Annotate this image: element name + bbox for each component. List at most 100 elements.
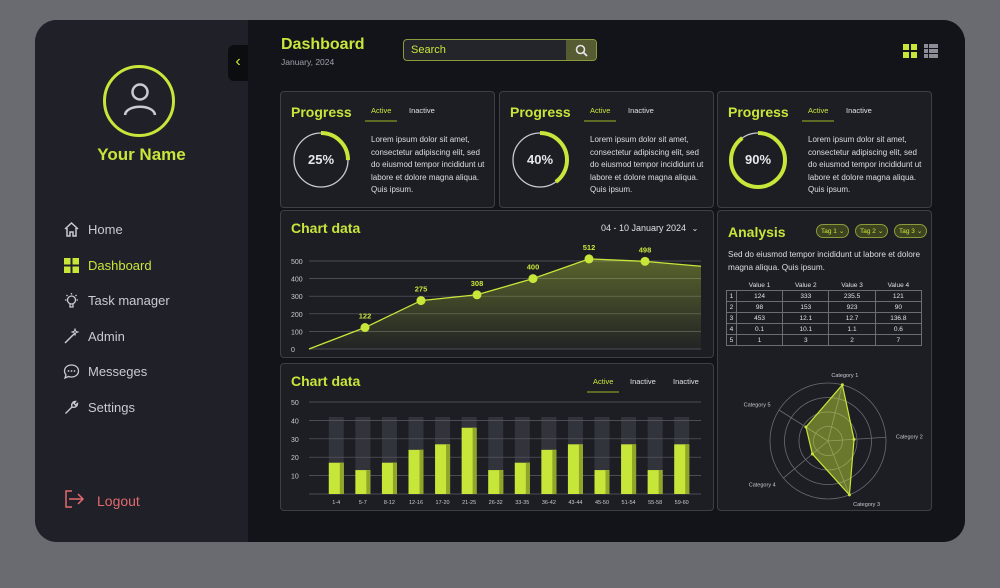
date-range-label: 04 - 10 January 2024 [601, 223, 687, 233]
user-name: Your Name [97, 145, 186, 164]
x-tick-label: 55-58 [648, 500, 662, 506]
card-title: Chart data [291, 373, 361, 389]
bar-shade [392, 462, 397, 494]
table-row: 3 453 12.1 12.7 136.8 [726, 312, 923, 324]
page-title: Dashboard [281, 36, 365, 53]
sidebar-item-admin[interactable]: Admin [61, 319, 170, 355]
sidebar-item-label: Task manager [88, 293, 170, 309]
tab-inactive[interactable]: Inactive [409, 106, 435, 115]
radar-category-label: Category 1 [831, 373, 858, 379]
dashboard-grid-icon [61, 255, 81, 275]
table-row: 1 124 333 235.5 121 [726, 290, 923, 302]
tab-active[interactable]: Active [364, 106, 399, 122]
sidebar-item-home[interactable]: Home [61, 212, 170, 248]
data-point [360, 323, 370, 333]
list-view-icon[interactable] [924, 44, 938, 58]
table-cell: 1.1 [828, 323, 876, 335]
data-label: 308 [471, 279, 484, 288]
x-tick-label: 21-25 [462, 500, 476, 506]
date-range-select[interactable]: 04 - 10 January 2024 ⌄ [601, 223, 698, 233]
tab-inactive[interactable]: Inactive [673, 377, 699, 386]
bar-shade [552, 449, 557, 494]
progress-value: 25% [307, 152, 335, 167]
row-index-cell: 3 [726, 312, 737, 324]
progress-card-3: Progress Active Inactive 90% Lorem ipsum… [717, 91, 932, 208]
table-cell: 0.6 [874, 323, 923, 335]
logout-icon [63, 489, 85, 512]
search-input[interactable] [404, 40, 566, 60]
bar-shade [658, 470, 663, 494]
sidebar-item-settings[interactable]: Settings [61, 390, 170, 426]
sidebar-item-label: Settings [88, 399, 135, 415]
tab-inactive[interactable]: Inactive [628, 106, 654, 115]
tab-active[interactable]: Active [586, 377, 621, 393]
progress-description: Lorem ipsum dolor sit amet, consectetur … [590, 135, 704, 194]
y-tick-label: 50 [291, 400, 299, 407]
row-index-cell: 4 [726, 323, 737, 335]
x-tick-label: 59-60 [675, 500, 689, 506]
tab-active[interactable]: Active [583, 106, 618, 122]
row-index-cell: 1 [726, 290, 737, 302]
x-tick-label: 43-44 [568, 500, 582, 506]
data-point [640, 256, 650, 266]
collapse-sidebar-button[interactable]: ‹ [228, 45, 248, 81]
y-tick-label: 40 [291, 418, 299, 425]
view-toggle [903, 44, 938, 58]
row-index-cell: 2 [726, 301, 737, 313]
card-title: Analysis [728, 224, 786, 240]
data-label: 275 [415, 285, 428, 294]
table-cell: 333 [782, 290, 830, 302]
table-cell: 90 [874, 301, 923, 313]
radar-ring [813, 426, 843, 456]
card-title: Progress [510, 104, 571, 120]
table-cell: 121 [874, 290, 923, 302]
magic-wand-icon [61, 326, 81, 346]
progress-ring [729, 131, 787, 189]
table-cell: 235.5 [828, 290, 876, 302]
line-chart: 0 100 200 300 400 500 122 275 308 400 512 498 [291, 243, 702, 354]
card-title: Progress [291, 104, 352, 120]
table-cell: 0.1 [735, 323, 784, 335]
line-chart-card: Chart data 04 - 10 January 2024 ⌄ 0 100 20… [280, 210, 714, 358]
bar-shade [446, 444, 451, 494]
analysis-description: Sed do eiusmod tempor incididunt ut labo… [728, 250, 921, 272]
sidebar-item-task-manager[interactable]: Task manager [61, 283, 170, 319]
chevron-down-icon: ⌄ [838, 228, 845, 235]
x-tick-label: 36-42 [542, 500, 556, 506]
y-tick-label: 30 [291, 437, 299, 444]
table-cell: 12.1 [782, 312, 830, 324]
x-tick-label: 26-32 [489, 500, 503, 506]
progress-card-1: Progress Active Inactive 25% Lorem ipsum… [280, 91, 495, 208]
wrench-icon [61, 397, 81, 417]
y-tick-label: 100 [291, 329, 303, 336]
radar-spoke [827, 440, 850, 496]
tag-2-dropdown[interactable]: Tag 2 ⌄ [855, 224, 889, 238]
search-icon [575, 44, 588, 57]
bar-shade [632, 444, 637, 494]
tag-1-dropdown[interactable]: Tag 1 ⌄ [816, 224, 850, 238]
avatar[interactable] [103, 65, 175, 137]
tab-active[interactable]: Active [801, 106, 836, 122]
table-cell: 136.8 [874, 312, 923, 324]
search-button[interactable] [566, 40, 596, 60]
grid-view-icon[interactable] [903, 44, 917, 58]
logout-button[interactable]: Logout [63, 489, 140, 512]
x-tick-label: 51-54 [622, 500, 636, 506]
radar-category-label: Category 4 [749, 482, 776, 488]
data-point [584, 254, 594, 264]
radar-category-label: Category 2 [896, 435, 923, 441]
progress-description: Lorem ipsum dolor sit amet, consectetur … [371, 135, 485, 194]
table-cell: 1 [735, 334, 784, 346]
radar-chart: Category 1 Category 2 Category 3 Category 4… [744, 373, 923, 508]
radar-point [847, 493, 851, 497]
sidebar-item-messages[interactable]: Messeges [61, 354, 170, 390]
x-tick-label: 8-12 [384, 500, 395, 506]
line-area [309, 258, 701, 349]
user-icon [123, 83, 157, 116]
tab-inactive[interactable]: Inactive [630, 377, 656, 386]
sidebar-item-dashboard[interactable]: Dashboard [61, 248, 170, 284]
tab-inactive[interactable]: Inactive [846, 106, 872, 115]
analysis-table: Value 1 Value 2 Value 3 Value 4 1 124 333 2… [726, 281, 923, 346]
table-cell: 453 [735, 312, 784, 324]
tag-3-dropdown[interactable]: Tag 3 ⌄ [894, 224, 928, 238]
